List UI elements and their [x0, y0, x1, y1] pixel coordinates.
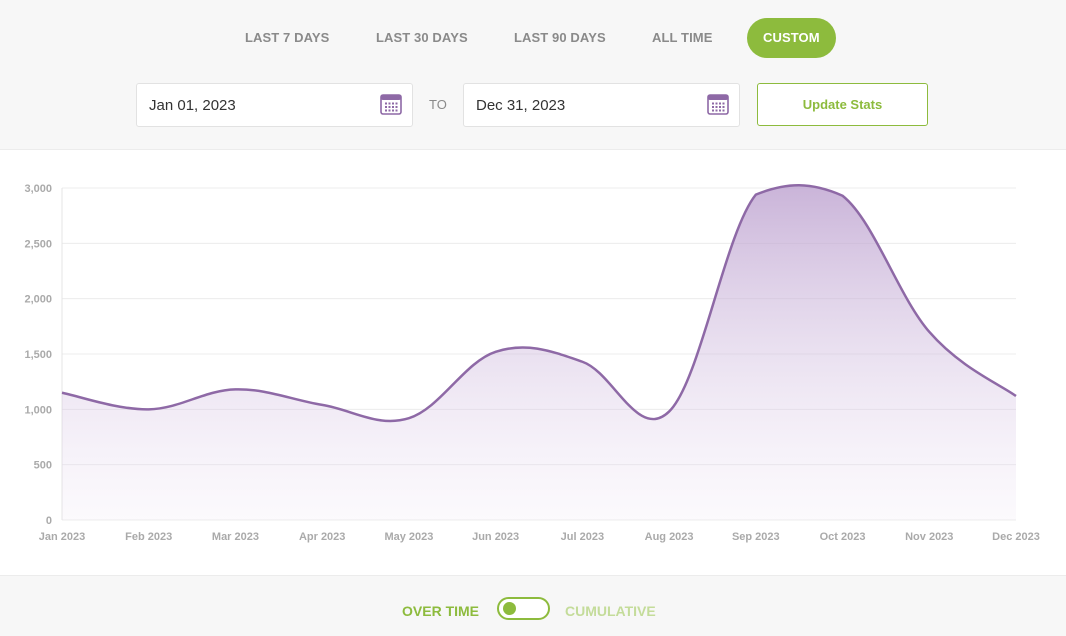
over-time-label[interactable]: OVER TIME	[402, 603, 480, 619]
calendar-icon[interactable]	[707, 93, 729, 115]
start-date-box	[136, 83, 413, 127]
x-tick-label: Nov 2023	[905, 531, 953, 543]
y-tick-label: 2,000	[24, 294, 52, 306]
data-point[interactable]	[1010, 390, 1022, 402]
toggle-knob	[503, 602, 516, 615]
y-tick-label: 1,500	[24, 349, 52, 361]
end-date-input[interactable]	[476, 84, 696, 126]
stats-chart-panel: 0 500 1,000 1,500 2,000 2,500 3,000 Jan 2023 Feb…	[0, 149, 1066, 576]
series-line	[61, 184, 1017, 423]
data-point[interactable]	[143, 403, 155, 415]
x-tick-label: Aug 2023	[645, 531, 694, 543]
x-tick-label: Sep 2023	[732, 531, 780, 543]
x-tick-label: Mar 2023	[212, 531, 259, 543]
cumulative-label[interactable]: CUMULATIVE	[565, 603, 656, 619]
start-date-input[interactable]	[149, 84, 369, 126]
y-tick-label: 1,000	[24, 404, 52, 416]
y-tick-label: 2,500	[24, 238, 52, 250]
end-date-box	[463, 83, 740, 127]
data-point[interactable]	[229, 383, 241, 395]
data-point[interactable]	[576, 356, 588, 368]
y-tick-label: 500	[34, 460, 52, 472]
x-tick-label: May 2023	[384, 531, 433, 543]
to-label: TO	[429, 97, 447, 112]
x-tick-label: Jul 2023	[561, 531, 604, 543]
y-tick-label: 3,000	[24, 183, 52, 195]
tab-last-30-days[interactable]: LAST 30 DAYS	[376, 30, 468, 45]
data-point[interactable]	[403, 412, 415, 424]
view-mode-toggle[interactable]	[497, 597, 550, 620]
data-point[interactable]	[490, 346, 502, 358]
data-point[interactable]	[56, 387, 68, 399]
x-tick-label: Jun 2023	[472, 531, 519, 543]
data-point[interactable]	[663, 406, 675, 418]
x-tick-label: Apr 2023	[299, 531, 345, 543]
tab-custom[interactable]: CUSTOM	[747, 18, 836, 58]
x-tick-label: Feb 2023	[125, 531, 172, 543]
series-area-fill	[62, 185, 1016, 520]
calendar-icon[interactable]	[380, 93, 402, 115]
tab-all-time[interactable]: ALL TIME	[652, 30, 713, 45]
x-tick-label: Dec 2023	[992, 531, 1040, 543]
x-tick-label: Oct 2023	[820, 531, 866, 543]
data-point[interactable]	[837, 190, 849, 202]
stats-area-chart: 0 500 1,000 1,500 2,000 2,500 3,000 Jan 2023 Feb…	[24, 183, 1040, 543]
update-stats-button[interactable]: Update Stats	[757, 83, 928, 126]
tab-last-90-days[interactable]: LAST 90 DAYS	[514, 30, 606, 45]
view-mode-switch: OVER TIME CUMULATIVE	[0, 592, 1066, 628]
y-tick-label: 0	[46, 515, 52, 527]
x-tick-label: Jan 2023	[39, 531, 85, 543]
tab-last-7-days[interactable]: LAST 7 DAYS	[245, 30, 330, 45]
data-point[interactable]	[923, 326, 935, 338]
data-point[interactable]	[750, 189, 762, 201]
data-point[interactable]	[316, 399, 328, 411]
date-range-tabs: LAST 7 DAYS LAST 30 DAYS LAST 90 DAYS AL…	[0, 18, 1066, 58]
